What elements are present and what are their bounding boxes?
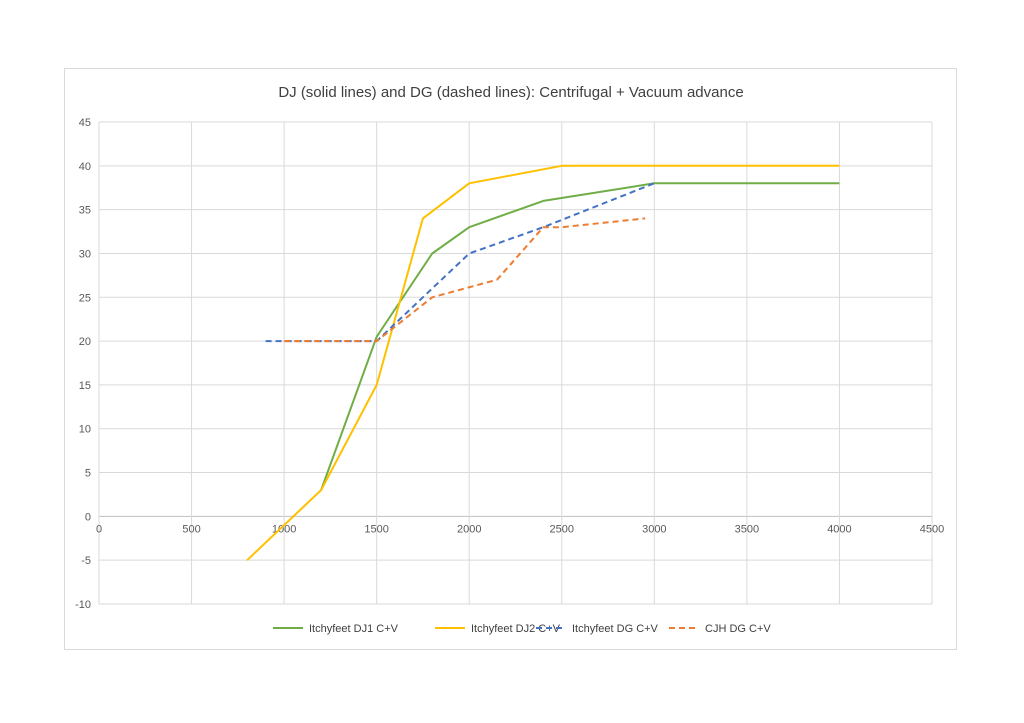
- series-line-1: [320, 182, 840, 491]
- y-tick-label: 35: [79, 205, 91, 217]
- tick-layer: -10 -5 0 5 10 15 20 25 30 35 40 45 0 500 1000 1500 2000 2…: [75, 117, 944, 611]
- x-tick-label: 2000: [457, 523, 481, 535]
- y-tick-label: 20: [79, 336, 91, 348]
- legend-label: Itchyfeet DJ1 C+V: [309, 623, 399, 635]
- y-tick-label: 25: [79, 292, 91, 304]
- y-tick-label: 15: [79, 380, 91, 392]
- legend: Itchyfeet DJ1 C+V Itchyfeet DJ2 C+V Itchyf…: [273, 623, 771, 635]
- series-line-3: [265, 182, 655, 343]
- grid-layer: [98, 121, 933, 605]
- chart-title: DJ (solid lines) and DG (dashed lines): …: [278, 84, 743, 101]
- series-layer: [246, 164, 840, 561]
- x-tick-label: 4000: [827, 523, 851, 535]
- legend-label: Itchyfeet DG C+V: [572, 623, 659, 635]
- x-tick-label: 500: [182, 523, 200, 535]
- x-tick-label: 1500: [364, 523, 388, 535]
- chart-svg: DJ (solid lines) and DG (dashed lines): …: [75, 84, 944, 635]
- legend-label: CJH DG C+V: [705, 623, 771, 635]
- x-tick-label: 0: [96, 523, 102, 535]
- x-tick-label: 3500: [735, 523, 759, 535]
- y-tick-label: 40: [79, 161, 91, 173]
- y-tick-label: 0: [85, 511, 91, 523]
- y-tick-label: 10: [79, 424, 91, 436]
- y-tick-label: -10: [75, 599, 91, 611]
- series-line-4: [284, 217, 646, 343]
- y-tick-label: -5: [81, 555, 91, 567]
- y-tick-label: 30: [79, 248, 91, 260]
- chart-frame: DJ (solid lines) and DG (dashed lines): …: [64, 68, 957, 650]
- series-line-2: [246, 164, 840, 561]
- x-tick-label: 1000: [272, 523, 296, 535]
- x-tick-label: 4500: [920, 523, 944, 535]
- y-tick-label: 45: [79, 117, 91, 129]
- y-tick-label: 5: [85, 468, 91, 480]
- x-tick-label: 3000: [642, 523, 666, 535]
- legend-label: Itchyfeet DJ2 C+V: [471, 623, 561, 635]
- x-tick-label: 2500: [550, 523, 574, 535]
